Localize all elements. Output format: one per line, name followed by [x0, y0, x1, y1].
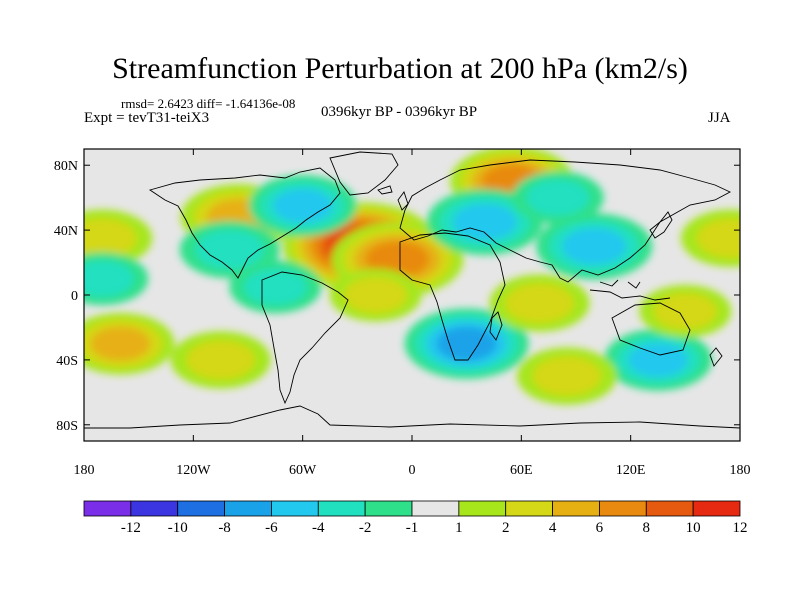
colorbar-bin	[83, 500, 132, 517]
stats-text: rmsd= 2.6423 diff= -1.64136e-08	[121, 96, 296, 111]
y-axis: 80N 40N 0 40S 80S	[54, 159, 740, 434]
field-anomaly-5	[696, 218, 740, 258]
season-label: JJA	[708, 110, 731, 126]
field-anomaly-12	[628, 342, 688, 377]
plot-title: Streamfunction Perturbation at 200 hPa (…	[112, 52, 688, 85]
coast-north-america	[148, 167, 341, 279]
field-anomaly-19	[532, 356, 602, 396]
colorbar-label: 1	[455, 520, 463, 536]
colorbar-bin	[411, 500, 460, 517]
y-tick-label: 40S	[56, 354, 78, 369]
colorbar-bin	[645, 500, 694, 517]
field-anomaly-14	[90, 326, 151, 361]
coast-indonesia	[589, 279, 671, 301]
field-anomaly-9	[562, 228, 627, 265]
x-axis: 180 120W 60W 0 60E 120E 180	[74, 149, 751, 478]
coast-africa	[399, 232, 506, 361]
streamfunction-field	[84, 149, 740, 441]
coast-south-america	[261, 271, 349, 405]
period-label: 0396kyr BP - 0396kyr BP	[321, 104, 478, 120]
x-tick-label: 180	[730, 463, 751, 478]
field-anomaly-6	[195, 229, 265, 270]
colorbar-label: -8	[218, 520, 231, 536]
colorbar-label: -4	[312, 520, 325, 536]
colorbar-label: -1	[406, 520, 419, 536]
field-anomaly-1	[365, 241, 430, 278]
coast-uk	[377, 185, 409, 211]
colorbar: -12 -10 -8 -6 -4 -2 -1 1 2 4 6 8 10 12	[83, 500, 748, 536]
coastlines	[84, 151, 740, 429]
colorbar-label: -2	[359, 520, 372, 536]
coast-eurasia	[399, 159, 732, 283]
colorbar-bin	[692, 500, 741, 517]
x-tick-label: 180	[74, 463, 95, 478]
y-tick-label: 0	[71, 289, 78, 304]
field-anomaly-8	[452, 203, 518, 241]
colorbar-bin	[177, 500, 225, 517]
colorbar-label: 10	[686, 520, 701, 536]
coast-australia	[611, 302, 691, 356]
colorbar-label: 12	[733, 520, 748, 536]
coast-madagascar	[489, 311, 503, 341]
x-tick-label: 120W	[176, 463, 211, 478]
colorbar-bin	[224, 500, 272, 517]
coast-japan	[649, 211, 673, 239]
colorbar-bin	[599, 500, 647, 517]
field-anomaly-20	[243, 268, 307, 306]
coast-new-zealand	[709, 347, 723, 367]
experiment-label: Expt = tevT31-teiX3	[84, 110, 210, 126]
y-tick-label: 80N	[54, 159, 78, 174]
colorbar-bin	[364, 500, 413, 517]
colorbar-label: 2	[502, 520, 510, 536]
colorbar-label: 4	[549, 520, 557, 536]
y-tick-label: 80S	[56, 419, 78, 434]
colorbar-bin	[552, 500, 600, 517]
field-anomaly-17	[505, 283, 574, 323]
x-tick-label: 60E	[510, 463, 533, 478]
field-anomaly-10	[526, 179, 590, 216]
x-tick-label: 60W	[289, 463, 317, 478]
field-anomaly-16	[343, 276, 408, 314]
x-tick-label: 120E	[616, 463, 646, 478]
field-anomaly-13	[84, 260, 134, 297]
coast-antarctica	[84, 405, 740, 429]
x-tick-label: 0	[409, 463, 416, 478]
colorbar-label: 6	[596, 520, 604, 536]
colorbar-bin	[505, 500, 553, 517]
colorbar-bin	[271, 500, 319, 517]
colorbar-label: -12	[121, 520, 141, 536]
colorbar-label: -10	[168, 520, 188, 536]
coast-greenland	[329, 151, 399, 196]
colorbar-bin	[458, 500, 507, 517]
y-tick-label: 40N	[54, 224, 78, 239]
field-anomaly-7	[272, 188, 333, 223]
colorbar-label: 8	[643, 520, 651, 536]
colorbar-bin	[130, 500, 179, 517]
field-anomaly-3	[84, 218, 137, 258]
field-anomaly-18	[653, 293, 717, 330]
colorbar-label: -6	[265, 520, 278, 536]
colorbar-bin	[317, 500, 366, 517]
field-anomaly-15	[186, 340, 256, 380]
